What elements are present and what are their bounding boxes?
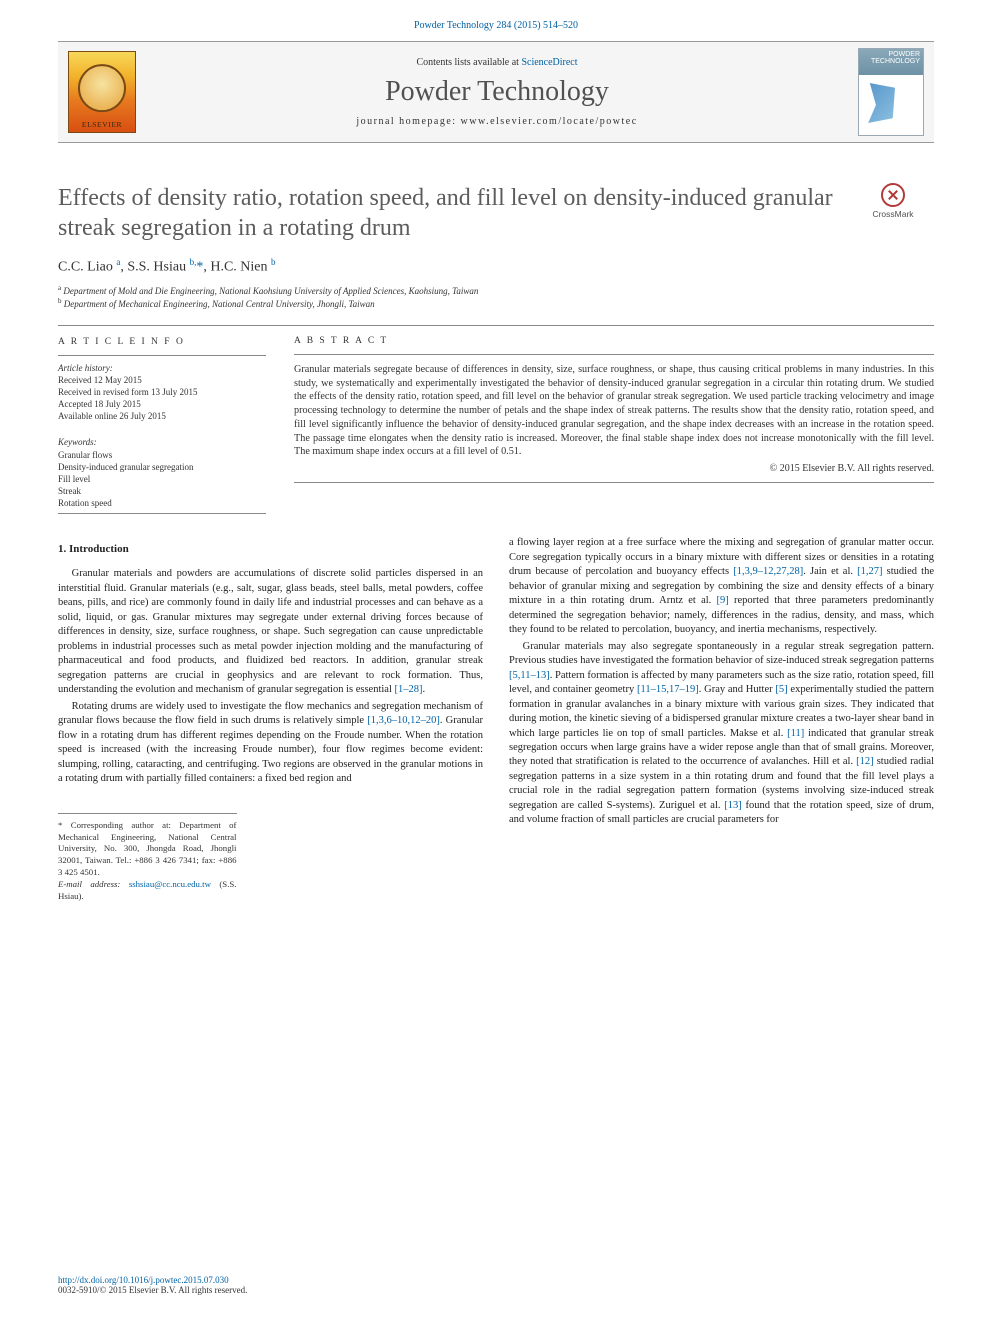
cite-link-2[interactable]: [1,3,6–10,12–20] bbox=[367, 715, 440, 726]
body-p2: Rotating drums are widely used to invest… bbox=[58, 700, 483, 787]
journal-ref-link[interactable]: Powder Technology 284 (2015) 514–520 bbox=[58, 20, 934, 31]
bottom-bar: http://dx.doi.org/10.1016/j.powtec.2015.… bbox=[58, 1275, 934, 1295]
abstract-heading: A B S T R A C T bbox=[294, 336, 934, 346]
body-p4: Granular materials may also segregate sp… bbox=[509, 640, 934, 828]
keyword-3: Streak bbox=[58, 485, 266, 497]
keyword-0: Granular flows bbox=[58, 449, 266, 461]
rule-info bbox=[58, 355, 266, 356]
banner-contents-prefix: Contents lists available at bbox=[416, 57, 521, 68]
cover-thumb-title: POWDER TECHNOLOGY bbox=[859, 49, 923, 75]
cite-link-9[interactable]: [11] bbox=[787, 728, 804, 739]
cite-link-7[interactable]: [11–15,17–19] bbox=[637, 684, 699, 695]
keyword-4: Rotation speed bbox=[58, 497, 266, 509]
affiliations: a Department of Mold and Die Engineering… bbox=[58, 284, 934, 311]
corresponding-email-line: E-mail address: sshsiau@cc.ncu.edu.tw (S… bbox=[58, 879, 237, 903]
authors-line: C.C. Liao a, S.S. Hsiau b,*, H.C. Nien b bbox=[58, 257, 934, 276]
doi-link[interactable]: http://dx.doi.org/10.1016/j.powtec.2015.… bbox=[58, 1275, 229, 1285]
abstract-text: Granular materials segregate because of … bbox=[294, 363, 934, 459]
bottom-rights: 0032-5910/© 2015 Elsevier B.V. All right… bbox=[58, 1285, 247, 1295]
cite-link-8[interactable]: [5] bbox=[775, 684, 787, 695]
body-p3: a flowing layer region at a free surface… bbox=[509, 536, 934, 637]
section-heading-intro: 1. Introduction bbox=[58, 542, 483, 557]
crossmark-label: CrossMark bbox=[872, 209, 913, 219]
cite-link-10[interactable]: [12] bbox=[856, 756, 874, 767]
affiliation-a: a Department of Mold and Die Engineering… bbox=[58, 284, 934, 298]
cite-link-6[interactable]: [5,11–13] bbox=[509, 670, 550, 681]
footnotes: * Corresponding author at: Department of… bbox=[58, 813, 237, 903]
history-accepted: Accepted 18 July 2015 bbox=[58, 398, 266, 410]
journal-cover-thumb: POWDER TECHNOLOGY bbox=[858, 48, 924, 136]
email-label: E-mail address: bbox=[58, 879, 129, 889]
cite-link-3[interactable]: [1,3,9–12,27,28] bbox=[733, 566, 803, 577]
journal-name: Powder Technology bbox=[136, 76, 858, 108]
corresponding-author-note: * Corresponding author at: Department of… bbox=[58, 820, 237, 879]
rule-above-meta bbox=[58, 325, 934, 326]
cite-link-5[interactable]: [9] bbox=[717, 595, 729, 606]
banner-contents-line: Contents lists available at ScienceDirec… bbox=[136, 57, 858, 68]
affil-marker-b: b bbox=[58, 297, 62, 305]
keyword-1: Density-induced granular segregation bbox=[58, 461, 266, 473]
rule-below-abstract bbox=[294, 482, 934, 483]
crossmark-icon bbox=[881, 183, 905, 207]
crossmark-badge[interactable]: CrossMark bbox=[852, 183, 934, 219]
affiliation-b: b Department of Mechanical Engineering, … bbox=[58, 297, 934, 311]
keywords-label: Keywords: bbox=[58, 436, 266, 448]
cite-link-11[interactable]: [13] bbox=[724, 800, 742, 811]
article-title: Effects of density ratio, rotation speed… bbox=[58, 183, 852, 243]
publisher-logo bbox=[68, 51, 136, 133]
history-label: Article history: bbox=[58, 362, 266, 374]
journal-homepage[interactable]: journal homepage: www.elsevier.com/locat… bbox=[136, 116, 858, 127]
cite-link-1[interactable]: [1–28] bbox=[395, 684, 423, 695]
history-revised: Received in revised form 13 July 2015 bbox=[58, 386, 266, 398]
history-online: Available online 26 July 2015 bbox=[58, 410, 266, 422]
rule-info-bottom bbox=[58, 513, 266, 514]
abstract-copyright: © 2015 Elsevier B.V. All rights reserved… bbox=[294, 463, 934, 474]
rule-abstract bbox=[294, 354, 934, 355]
keyword-2: Fill level bbox=[58, 473, 266, 485]
history-received: Received 12 May 2015 bbox=[58, 374, 266, 386]
affil-marker-a: a bbox=[58, 284, 61, 292]
body-p1: Granular materials and powders are accum… bbox=[58, 567, 483, 697]
sciencedirect-link[interactable]: ScienceDirect bbox=[521, 57, 577, 68]
abstract-block: A B S T R A C T Granular materials segre… bbox=[294, 336, 934, 509]
article-info-heading: A R T I C L E I N F O bbox=[58, 336, 266, 349]
cite-link-4[interactable]: [1,27] bbox=[857, 566, 882, 577]
body-text: 1. Introduction Granular materials and p… bbox=[58, 536, 934, 903]
journal-banner: Contents lists available at ScienceDirec… bbox=[58, 41, 934, 143]
corresponding-email[interactable]: sshsiau@cc.ncu.edu.tw bbox=[129, 879, 211, 889]
article-info-block: A R T I C L E I N F O Article history: R… bbox=[58, 336, 266, 509]
